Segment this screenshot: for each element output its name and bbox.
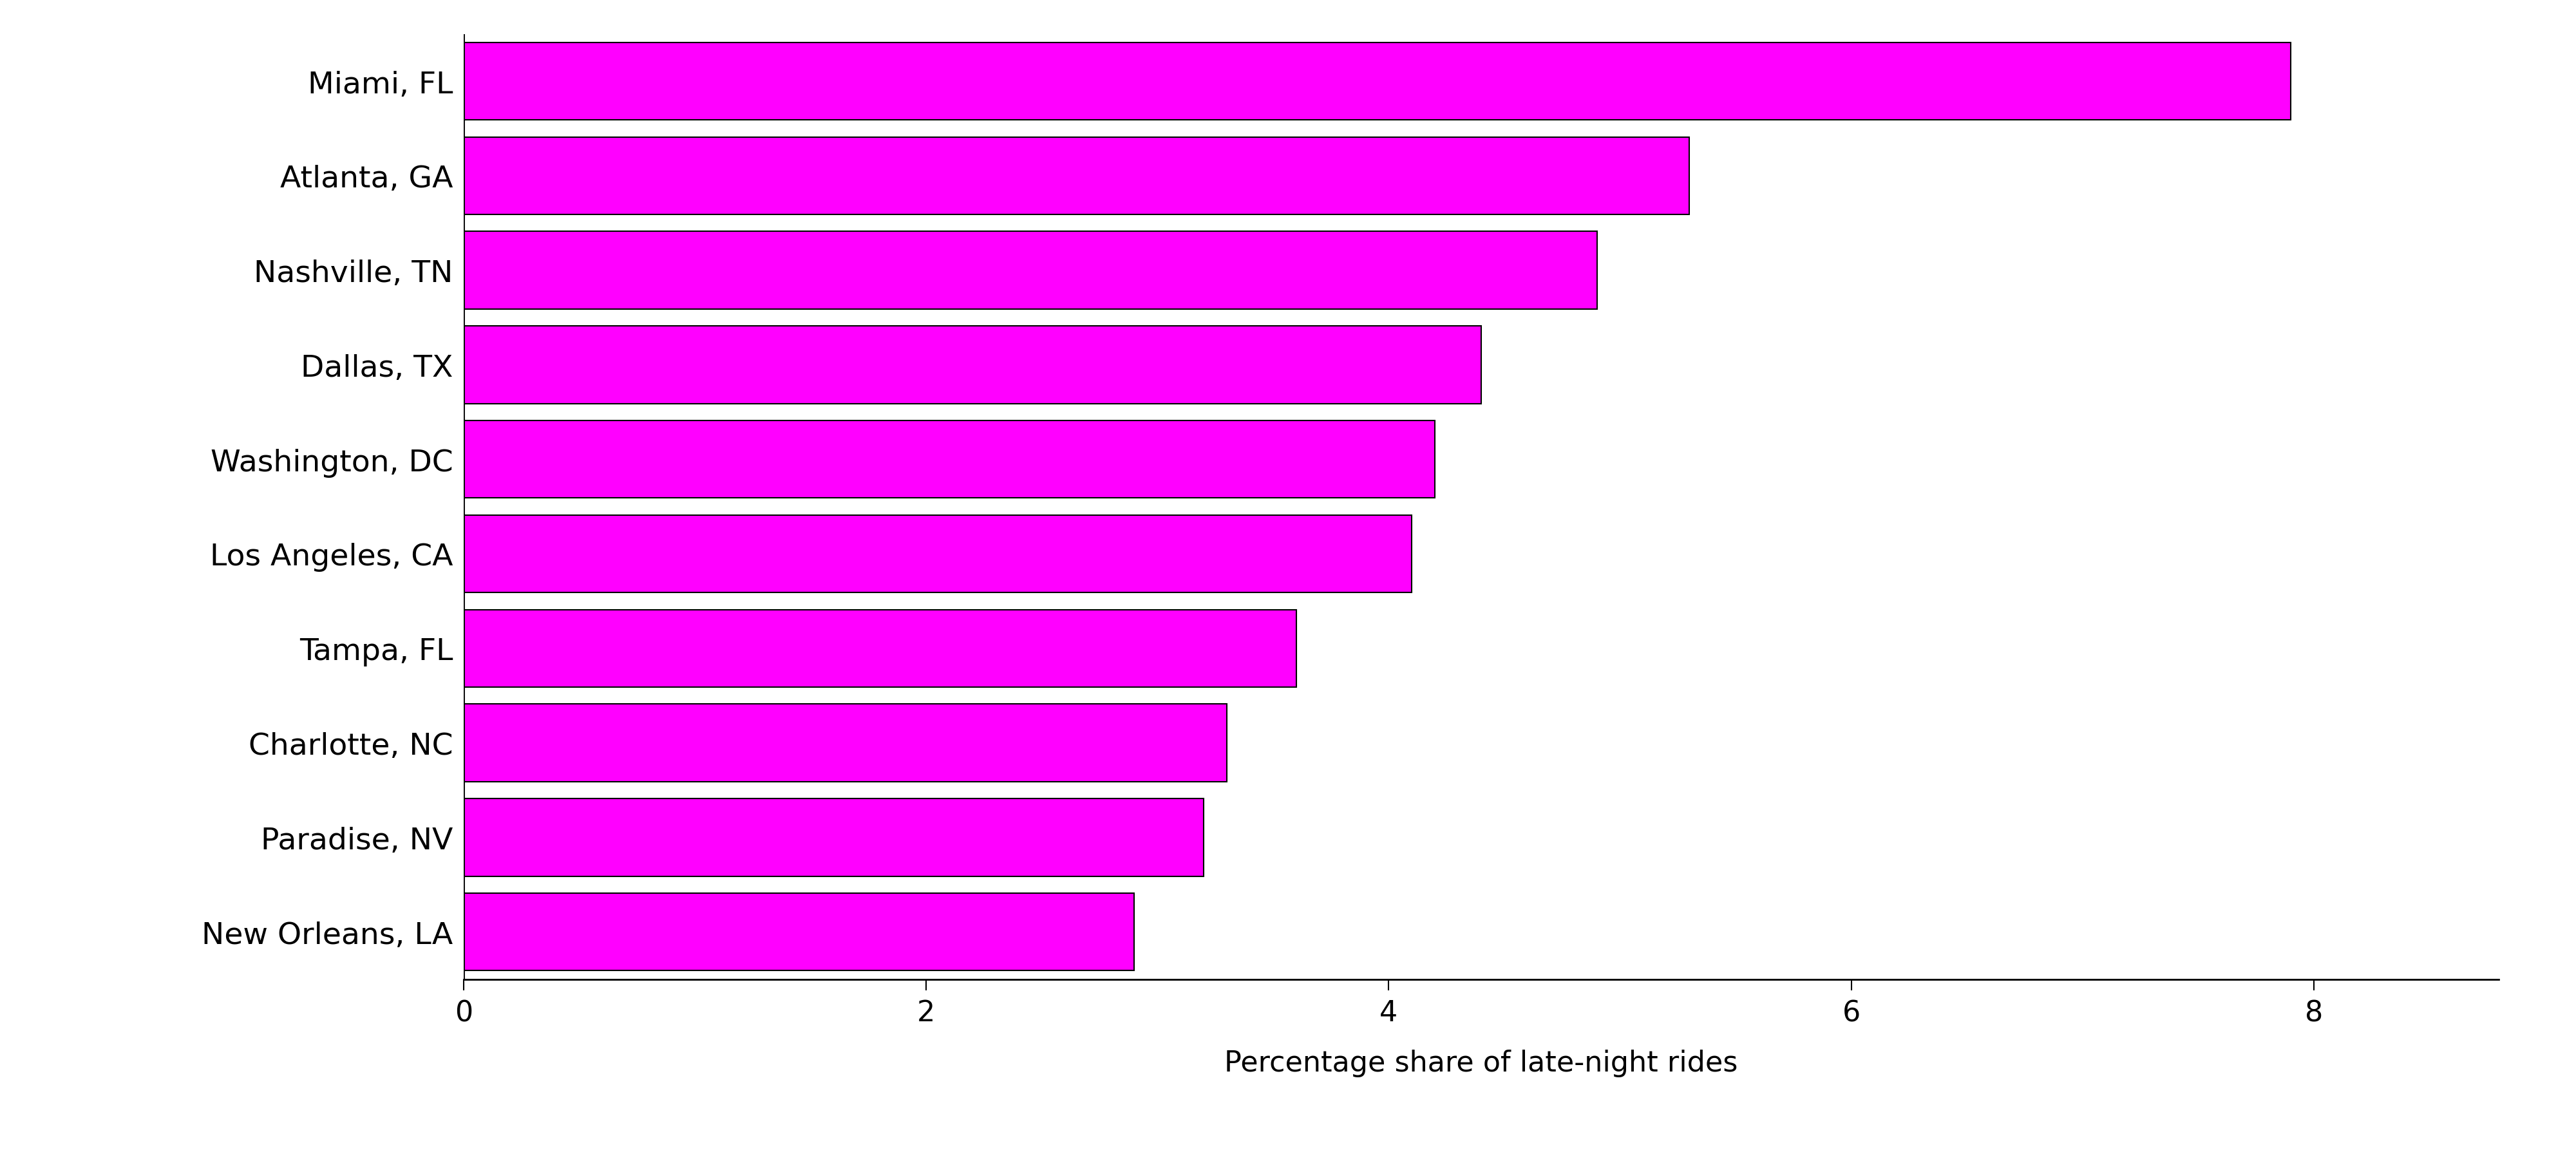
Bar [464,704,1226,782]
Bar [464,232,1597,310]
Bar [464,893,1133,971]
Bar [464,798,1203,877]
Bar [464,137,1690,215]
Bar [464,515,1412,593]
Bar [464,420,1435,499]
Bar [464,609,1296,688]
X-axis label: Percentage share of late-night rides: Percentage share of late-night rides [1224,1048,1739,1077]
Bar [464,326,1481,404]
Bar [464,43,2290,121]
